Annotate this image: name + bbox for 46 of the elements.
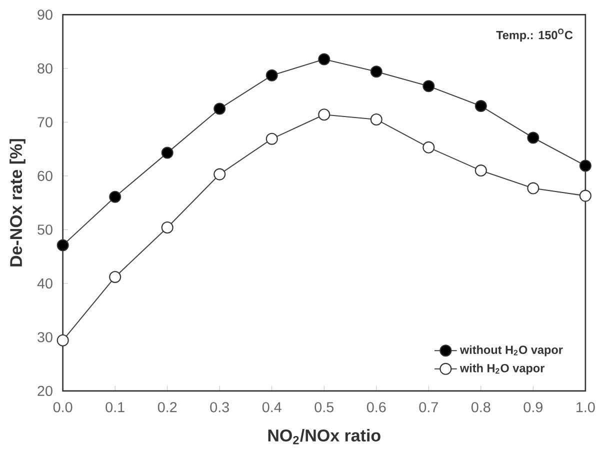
x-tick-label: 1.0 bbox=[576, 402, 595, 412]
annotation: Temp.: 150$^{O}$C bbox=[496, 28, 573, 42]
y-tick-label: 80 bbox=[38, 63, 52, 74]
point bbox=[474, 100, 487, 112]
x-tick-label: 0.7 bbox=[419, 402, 438, 412]
point bbox=[527, 182, 540, 194]
point bbox=[266, 132, 278, 145]
point bbox=[370, 113, 382, 126]
point bbox=[161, 146, 174, 159]
point bbox=[318, 53, 330, 66]
y-tick-label: 70 bbox=[38, 116, 52, 128]
y-tick-label: 20 bbox=[38, 386, 52, 396]
x-tick-label: 0.8 bbox=[471, 402, 490, 412]
x-tick-label: 0.5 bbox=[314, 402, 334, 412]
y-tick-label: 60 bbox=[38, 170, 52, 181]
point bbox=[370, 66, 382, 78]
x-tick-label: 0.6 bbox=[366, 402, 386, 412]
x-tick-label: 0.0 bbox=[53, 402, 72, 412]
legend-label: with H$_{2}$O vapor bbox=[460, 364, 544, 375]
x-tick-label: 0.2 bbox=[158, 402, 177, 412]
point bbox=[422, 141, 435, 154]
point bbox=[161, 221, 174, 234]
point bbox=[109, 270, 122, 283]
point bbox=[318, 108, 330, 121]
y-axis-title: De-NOx rate [%] bbox=[10, 139, 26, 266]
point bbox=[56, 334, 69, 346]
y-tick-label: 90 bbox=[38, 9, 52, 20]
y-tick-label: 40 bbox=[37, 278, 52, 288]
x-axis-title: NO$_{2}$/NOx ratio bbox=[268, 428, 380, 444]
x-tick-label: 0.3 bbox=[210, 402, 229, 412]
point bbox=[474, 164, 487, 176]
point bbox=[579, 160, 592, 172]
point bbox=[266, 69, 278, 82]
point bbox=[214, 102, 226, 115]
x-tick-label: 0.9 bbox=[524, 402, 542, 412]
point bbox=[56, 239, 69, 252]
point bbox=[214, 168, 226, 180]
point bbox=[527, 132, 540, 144]
legend-label: without H$_{2}$O vapor bbox=[460, 345, 563, 356]
point bbox=[579, 190, 592, 202]
y-tick-label: 30 bbox=[38, 332, 52, 342]
x-tick-label: 0.4 bbox=[262, 402, 282, 412]
point bbox=[422, 80, 435, 92]
x-tick-label: 0.1 bbox=[106, 402, 124, 412]
point bbox=[109, 190, 122, 203]
y-tick-label: 50 bbox=[38, 224, 52, 235]
